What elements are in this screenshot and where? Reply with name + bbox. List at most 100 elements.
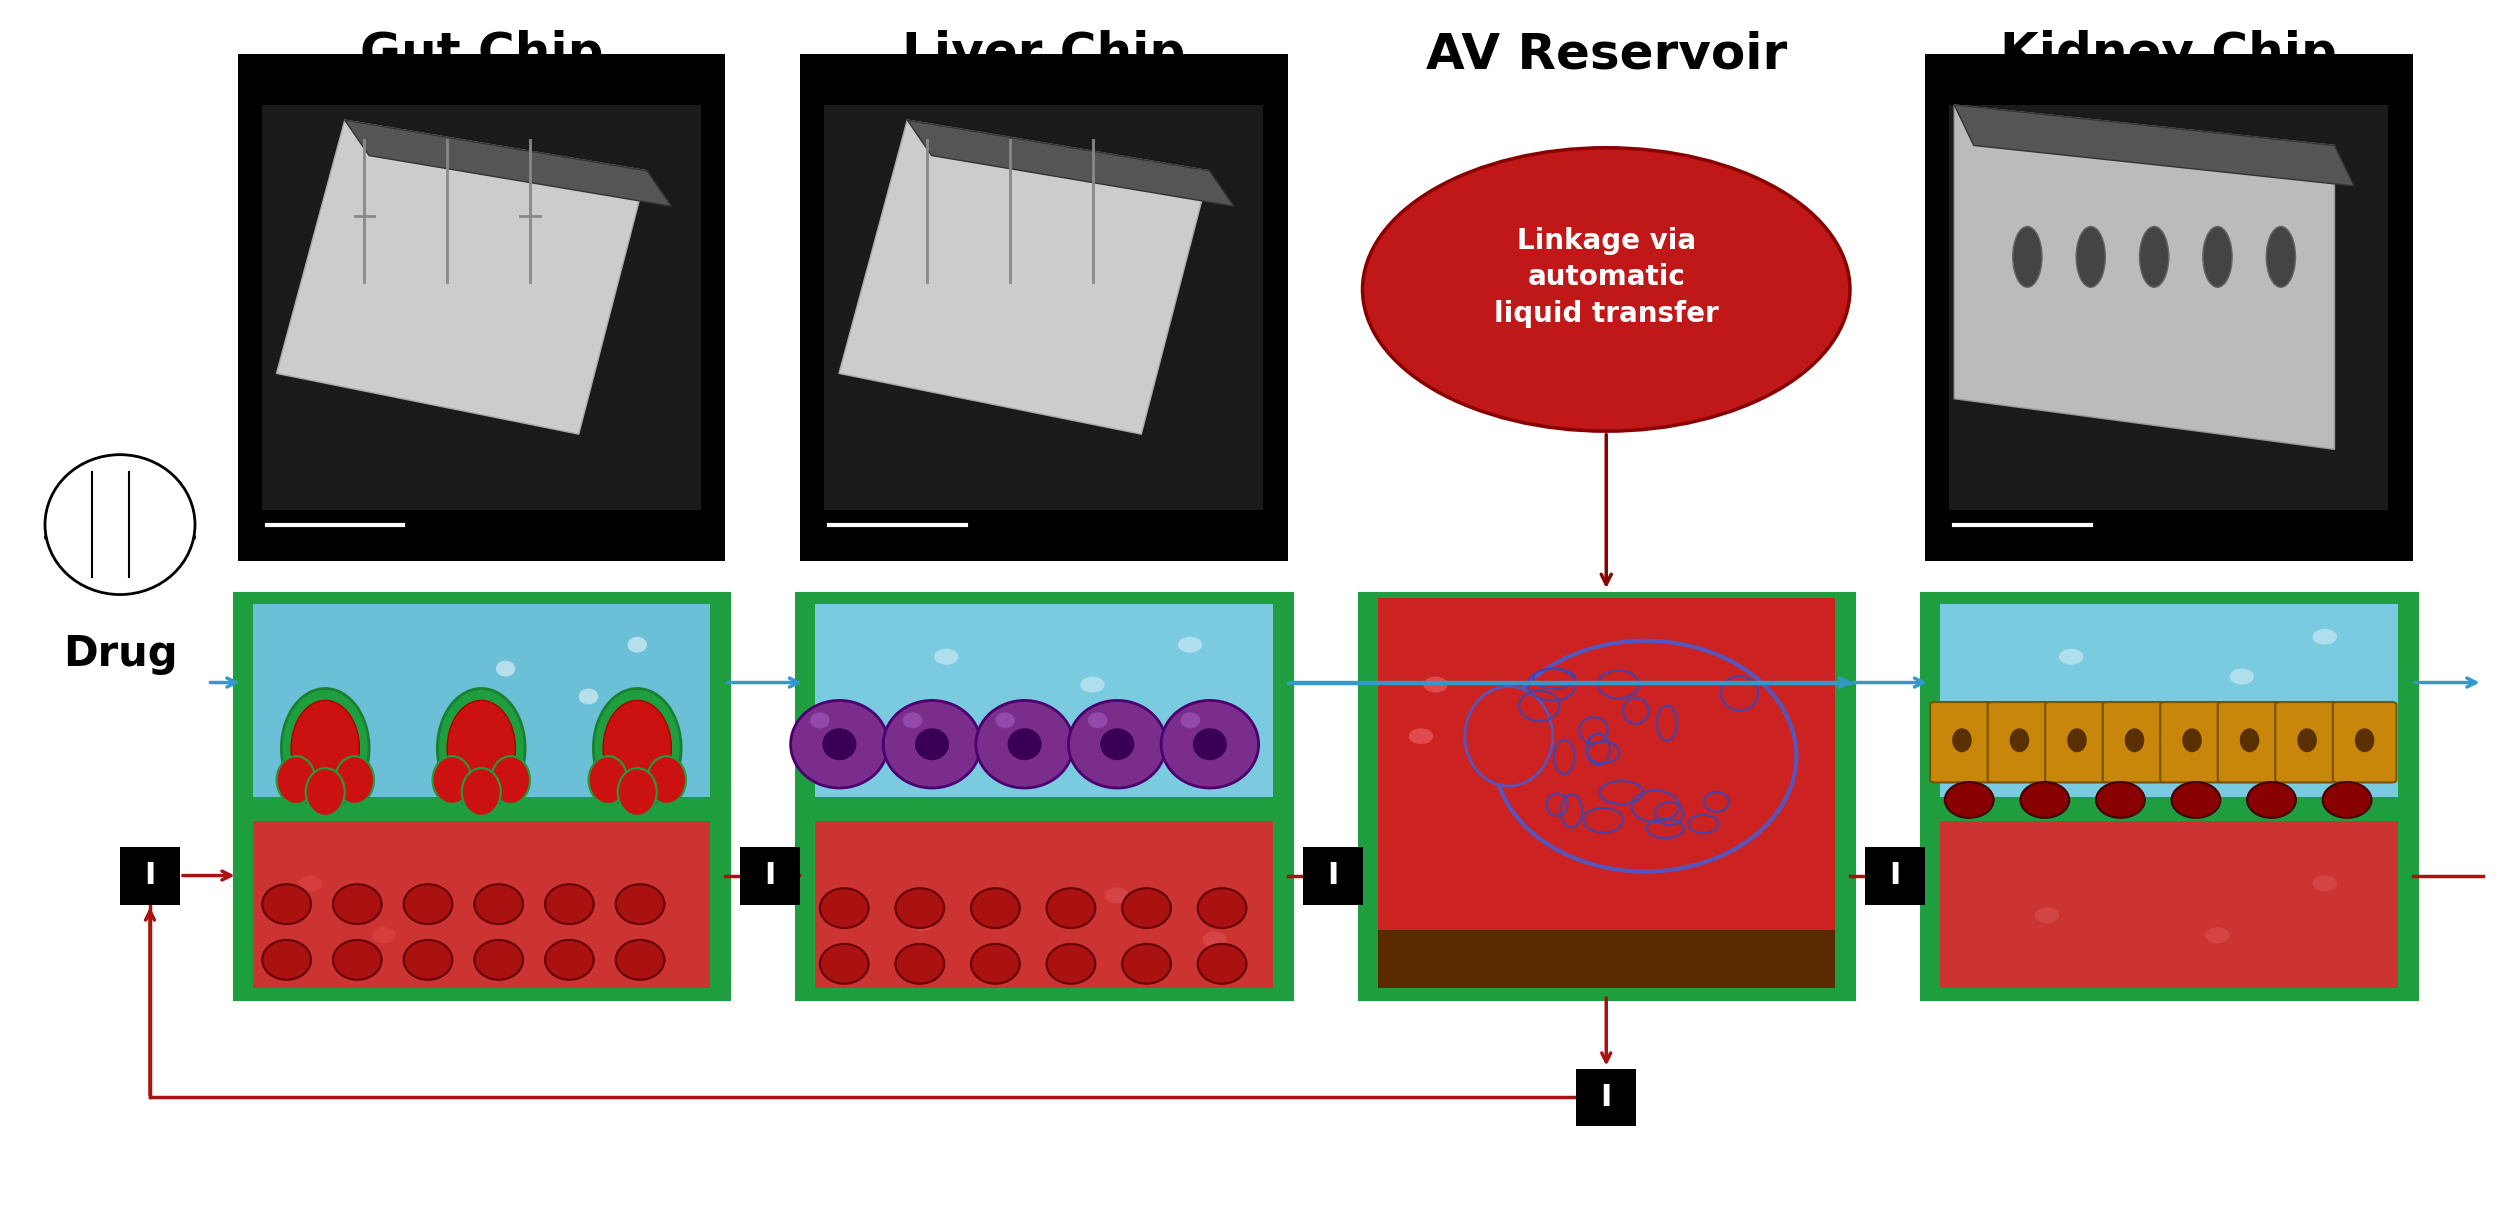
Ellipse shape (2140, 227, 2170, 287)
FancyBboxPatch shape (815, 604, 1272, 804)
Ellipse shape (568, 900, 590, 915)
Ellipse shape (592, 689, 680, 808)
Text: Gut Chip: Gut Chip (360, 30, 602, 78)
Ellipse shape (305, 768, 345, 816)
FancyBboxPatch shape (1302, 847, 1362, 904)
Ellipse shape (2248, 781, 2295, 818)
Ellipse shape (1410, 728, 1432, 744)
Text: I: I (145, 861, 155, 890)
Ellipse shape (810, 713, 830, 728)
Ellipse shape (2355, 728, 2375, 753)
Ellipse shape (332, 939, 382, 979)
FancyBboxPatch shape (1925, 597, 2412, 995)
Ellipse shape (1178, 637, 1202, 652)
Ellipse shape (602, 701, 672, 796)
Ellipse shape (335, 756, 375, 804)
FancyBboxPatch shape (800, 597, 1288, 995)
Polygon shape (278, 121, 648, 434)
FancyBboxPatch shape (815, 797, 1272, 820)
Ellipse shape (628, 637, 648, 652)
Ellipse shape (2125, 728, 2145, 753)
Polygon shape (1955, 105, 2335, 450)
Ellipse shape (615, 884, 665, 924)
FancyBboxPatch shape (253, 820, 710, 988)
Ellipse shape (2182, 728, 2202, 753)
FancyBboxPatch shape (1940, 604, 2398, 804)
FancyBboxPatch shape (740, 847, 800, 904)
Ellipse shape (2322, 781, 2372, 818)
Ellipse shape (1048, 944, 1095, 984)
Ellipse shape (262, 939, 310, 979)
Text: I: I (1600, 1083, 1612, 1112)
Text: Linkage via
automatic
liquid transfer: Linkage via automatic liquid transfer (1495, 227, 1718, 328)
Ellipse shape (1080, 677, 1105, 692)
Ellipse shape (895, 944, 945, 984)
Ellipse shape (648, 756, 685, 804)
Ellipse shape (2172, 781, 2220, 818)
Ellipse shape (278, 756, 315, 804)
Ellipse shape (580, 689, 598, 704)
FancyBboxPatch shape (2102, 702, 2168, 783)
Ellipse shape (1952, 728, 1972, 753)
FancyBboxPatch shape (120, 847, 180, 904)
Ellipse shape (1160, 701, 1258, 788)
Ellipse shape (2068, 728, 2088, 753)
FancyBboxPatch shape (2218, 702, 2282, 783)
FancyBboxPatch shape (800, 54, 1288, 561)
Ellipse shape (1198, 888, 1248, 929)
Ellipse shape (2010, 728, 2030, 753)
Ellipse shape (298, 876, 322, 891)
Ellipse shape (282, 689, 370, 808)
Ellipse shape (2298, 728, 2318, 753)
Ellipse shape (432, 756, 472, 804)
Ellipse shape (475, 939, 522, 979)
Ellipse shape (1048, 888, 1095, 929)
Ellipse shape (910, 915, 935, 931)
Text: Liver Chip: Liver Chip (902, 30, 1185, 78)
FancyBboxPatch shape (262, 105, 700, 510)
Ellipse shape (975, 701, 1072, 788)
Ellipse shape (615, 939, 665, 979)
Ellipse shape (438, 689, 525, 808)
FancyBboxPatch shape (238, 54, 725, 561)
Ellipse shape (2095, 781, 2145, 818)
Text: AV Reservoir: AV Reservoir (1425, 30, 1787, 78)
FancyBboxPatch shape (253, 604, 710, 804)
Polygon shape (345, 121, 672, 206)
Ellipse shape (1495, 640, 1798, 872)
Ellipse shape (995, 713, 1015, 728)
Ellipse shape (1422, 677, 1447, 692)
Polygon shape (840, 121, 1210, 434)
Ellipse shape (618, 768, 658, 816)
FancyBboxPatch shape (253, 797, 710, 820)
Ellipse shape (2013, 227, 2042, 287)
Ellipse shape (2060, 649, 2082, 665)
Ellipse shape (2312, 876, 2338, 891)
Ellipse shape (462, 768, 500, 816)
FancyBboxPatch shape (2160, 702, 2225, 783)
Ellipse shape (45, 455, 195, 595)
Ellipse shape (820, 888, 867, 929)
Ellipse shape (2020, 781, 2070, 818)
Ellipse shape (1198, 944, 1248, 984)
Ellipse shape (2205, 927, 2230, 943)
Text: I: I (1890, 861, 1900, 890)
FancyBboxPatch shape (238, 597, 725, 995)
Ellipse shape (290, 701, 360, 796)
Ellipse shape (1008, 728, 1042, 760)
Ellipse shape (448, 701, 515, 796)
Ellipse shape (45, 525, 195, 550)
Ellipse shape (2202, 227, 2232, 287)
FancyBboxPatch shape (1378, 930, 1835, 988)
Ellipse shape (915, 728, 950, 760)
Ellipse shape (402, 939, 452, 979)
Ellipse shape (495, 661, 515, 677)
Ellipse shape (475, 884, 522, 924)
Ellipse shape (1362, 147, 1850, 431)
Ellipse shape (262, 884, 310, 924)
Ellipse shape (2230, 668, 2255, 685)
Ellipse shape (2240, 728, 2260, 753)
Ellipse shape (588, 756, 628, 804)
FancyBboxPatch shape (1950, 105, 2388, 510)
Ellipse shape (1100, 728, 1135, 760)
